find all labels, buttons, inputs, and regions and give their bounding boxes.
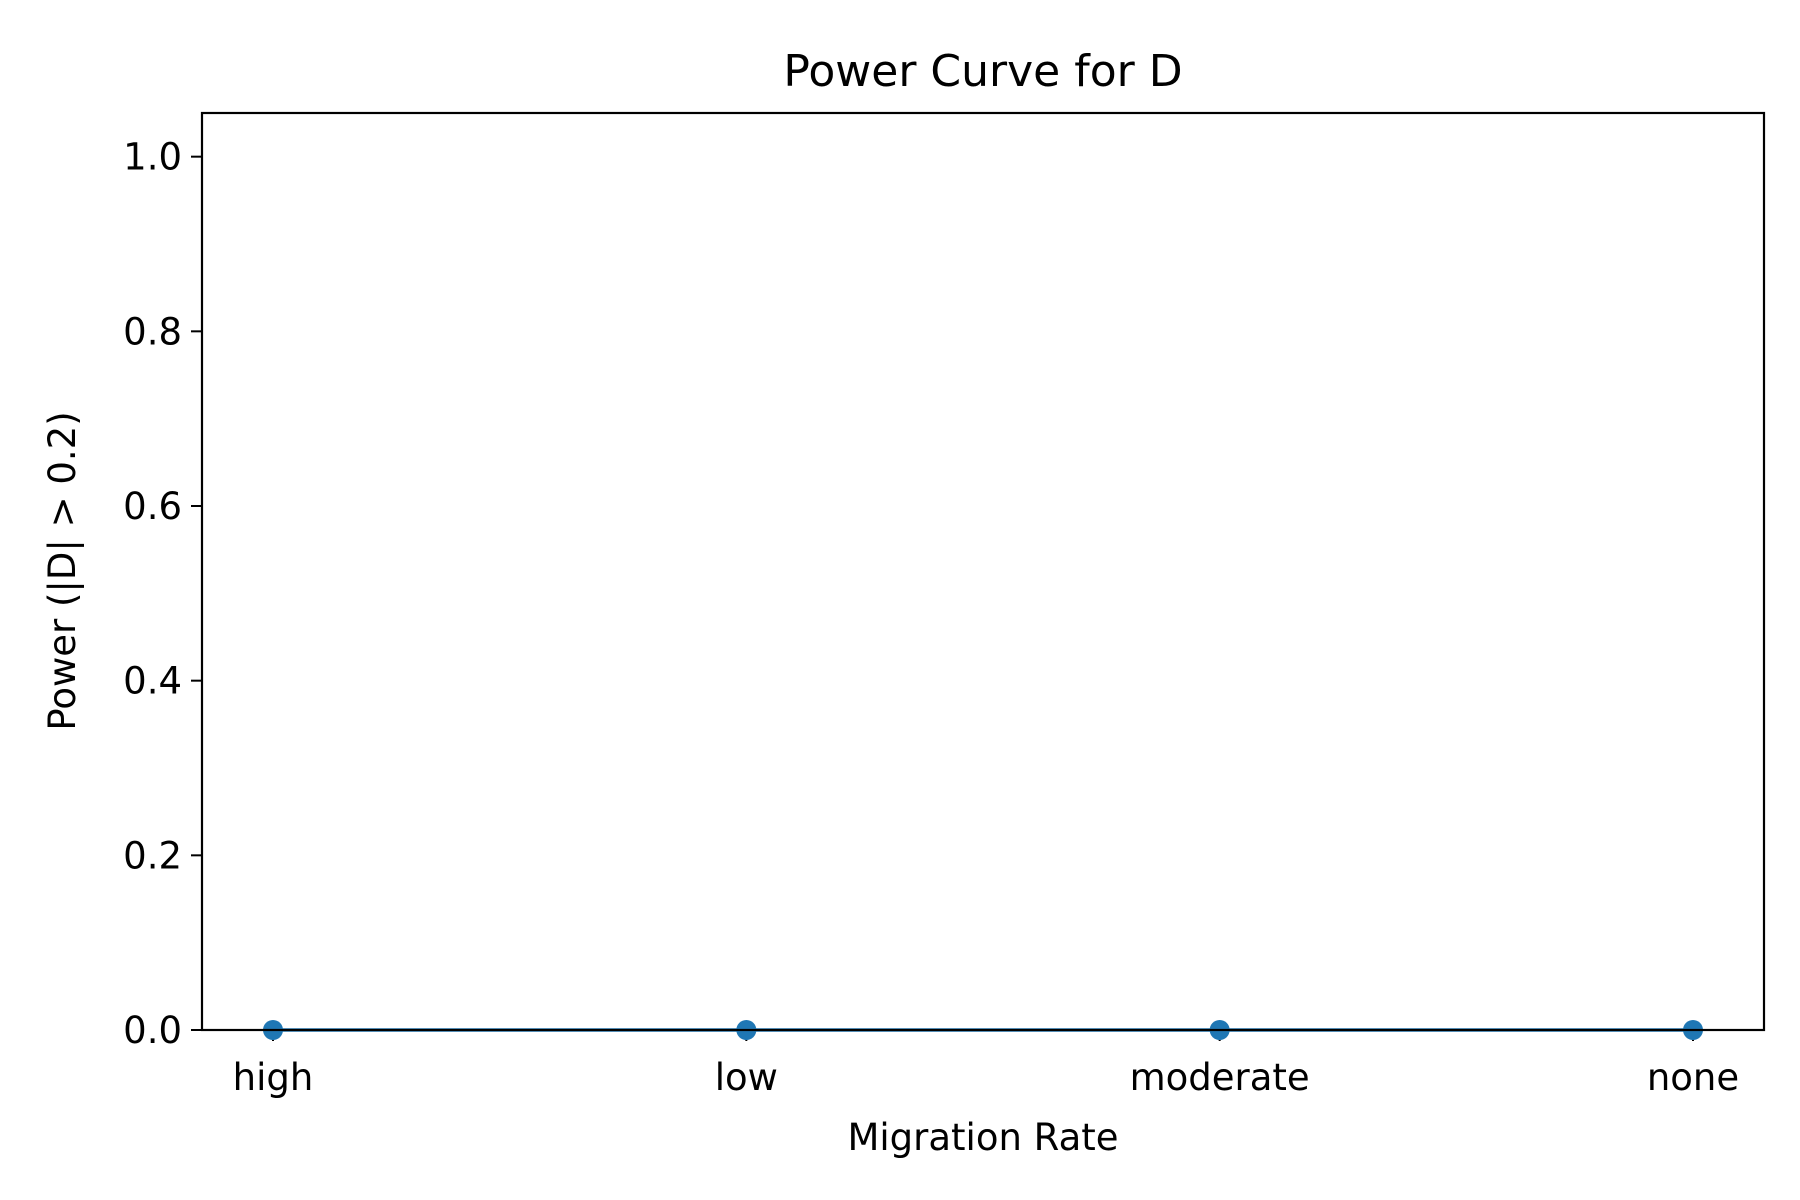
- x-tick-label: moderate: [1130, 1056, 1310, 1099]
- y-tick-label: 0.8: [123, 310, 182, 353]
- y-tick-label: 0.2: [123, 834, 182, 877]
- y-axis-label: Power (|D| > 0.2): [41, 411, 84, 730]
- y-axis-ticks: 0.0 0.2 0.4 0.6 0.8 1.0: [123, 136, 202, 1052]
- y-tick-label: 0.6: [123, 485, 182, 528]
- y-tick-label: 0.0: [123, 1009, 182, 1052]
- x-axis-ticks: high low moderate none: [233, 1030, 1739, 1099]
- chart-title: Power Curve for D: [783, 46, 1182, 97]
- plot-frame: [200, 111, 1766, 1032]
- x-tick-label: low: [715, 1056, 778, 1099]
- x-tick-label: none: [1647, 1056, 1739, 1099]
- x-tick-label: high: [233, 1056, 314, 1099]
- y-tick-label: 0.4: [123, 660, 182, 703]
- y-tick-label: 1.0: [123, 136, 182, 179]
- x-axis-label: Migration Rate: [847, 1116, 1118, 1159]
